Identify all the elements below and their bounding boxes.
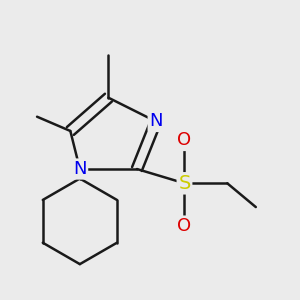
Text: O: O <box>177 131 191 149</box>
Text: N: N <box>73 160 87 178</box>
Text: S: S <box>178 174 191 193</box>
Text: O: O <box>177 217 191 235</box>
Text: N: N <box>149 112 163 130</box>
